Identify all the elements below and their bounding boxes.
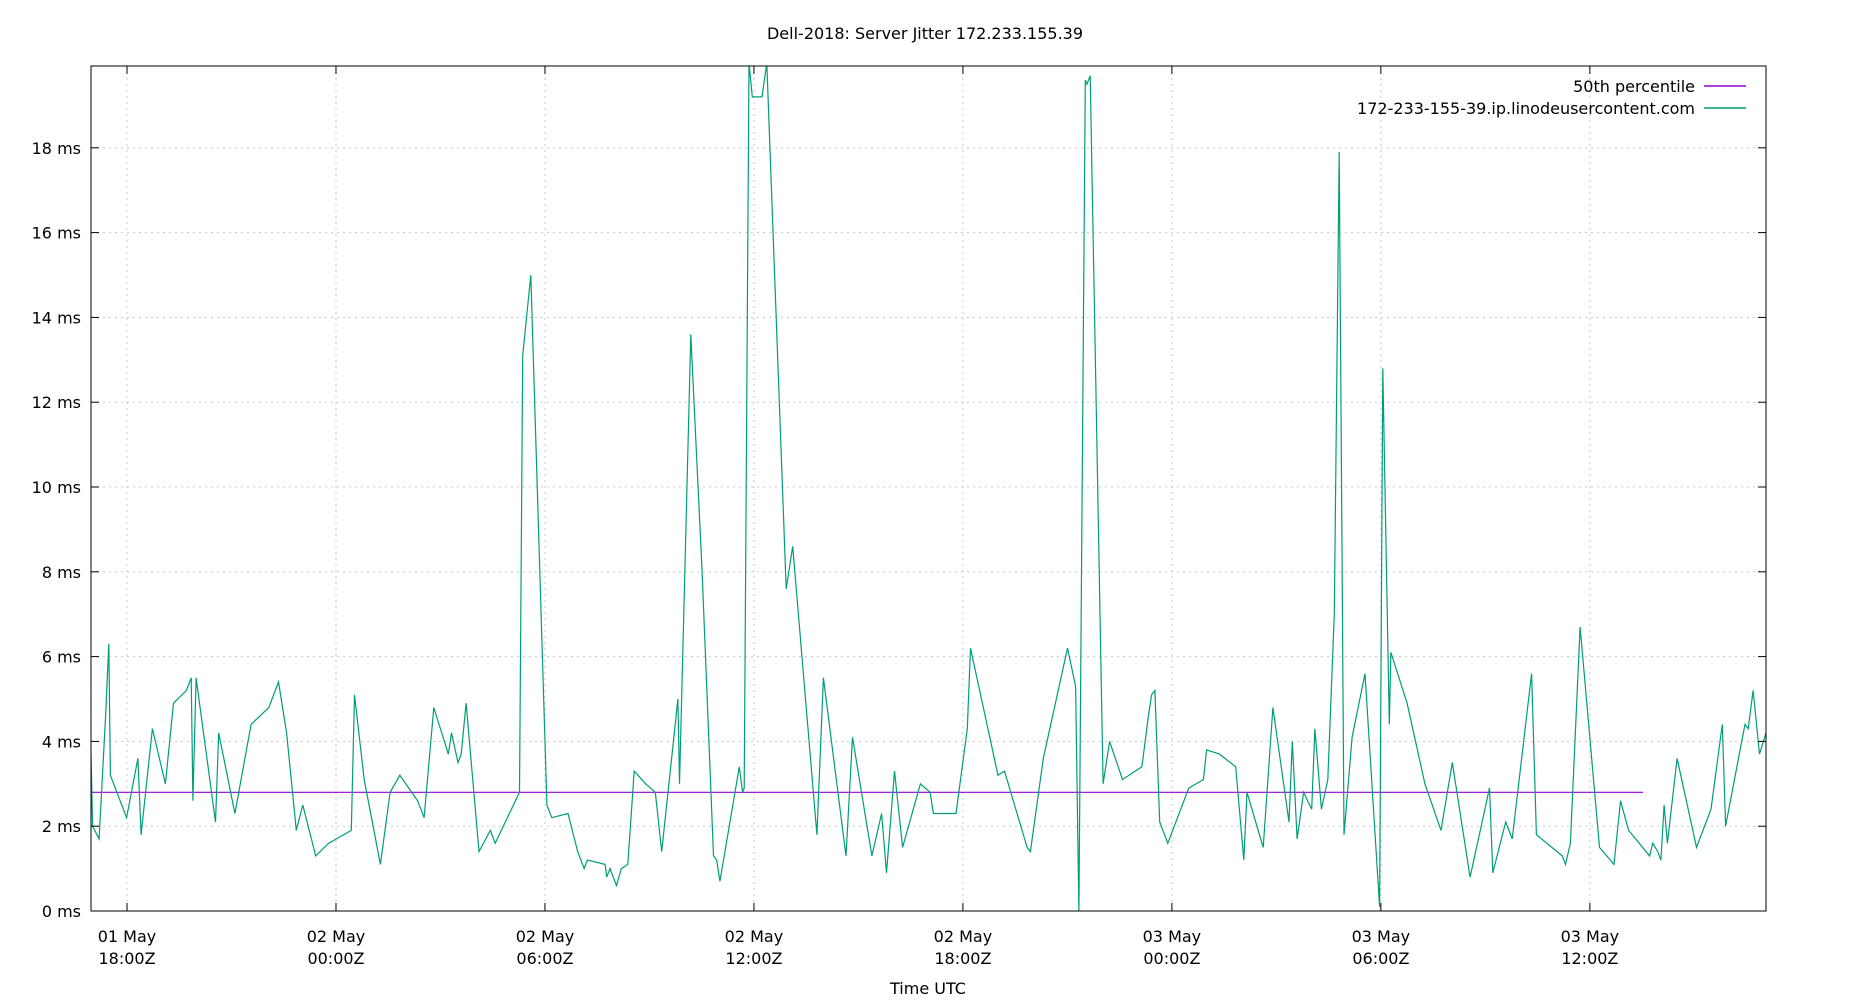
y-tick-label: 10 ms xyxy=(32,478,81,497)
x-tick-time: 00:00Z xyxy=(307,949,364,968)
y-tick-label: 14 ms xyxy=(32,308,81,327)
grid-lines xyxy=(91,66,1766,911)
x-tick-date: 03 May xyxy=(1143,927,1202,946)
x-tick-date: 03 May xyxy=(1561,927,1620,946)
jitter-series-line xyxy=(91,66,1766,911)
x-tick-date: 02 May xyxy=(934,927,993,946)
x-tick-date: 02 May xyxy=(725,927,784,946)
y-tick-label: 6 ms xyxy=(42,648,81,667)
x-tick-time: 00:00Z xyxy=(1143,949,1200,968)
x-tick-time: 06:00Z xyxy=(1352,949,1409,968)
x-tick-time: 18:00Z xyxy=(98,949,155,968)
plot-frame xyxy=(90,65,1767,912)
y-tick-label: 18 ms xyxy=(32,139,81,158)
y-axis-ticks: 0 ms 2 ms 4 ms 6 ms 8 ms 10 ms 12 ms 14 ms 16 ms… xyxy=(32,139,1766,921)
y-tick-label: 2 ms xyxy=(42,817,81,836)
legend-label: 50th percentile xyxy=(1573,77,1695,96)
y-tick-label: 12 ms xyxy=(32,393,81,412)
x-axis-ticks: 01 May 18:00Z 02 May 00:00Z 02 May 06:00Z 02 M… xyxy=(98,66,1619,968)
y-tick-label: 0 ms xyxy=(42,902,81,921)
legend: 50th percentile 172-233-155-39.ip.linodeu… xyxy=(1357,77,1746,118)
chart-title: Dell-2018: Server Jitter 172.233.155.39 xyxy=(767,24,1083,43)
y-tick-label: 4 ms xyxy=(42,732,81,751)
x-tick-time: 12:00Z xyxy=(1561,949,1618,968)
x-tick-date: 02 May xyxy=(307,927,366,946)
x-tick-date: 03 May xyxy=(1352,927,1411,946)
plot-series xyxy=(91,66,1766,911)
x-axis-label: Time UTC xyxy=(889,979,966,998)
x-tick-time: 18:00Z xyxy=(934,949,991,968)
y-tick-label: 8 ms xyxy=(42,563,81,582)
x-tick-time: 12:00Z xyxy=(725,949,782,968)
x-tick-time: 06:00Z xyxy=(516,949,573,968)
y-tick-label: 16 ms xyxy=(32,224,81,243)
x-tick-date: 02 May xyxy=(516,927,575,946)
legend-label: 172-233-155-39.ip.linodeusercontent.com xyxy=(1357,99,1695,118)
x-tick-date: 01 May xyxy=(98,927,157,946)
